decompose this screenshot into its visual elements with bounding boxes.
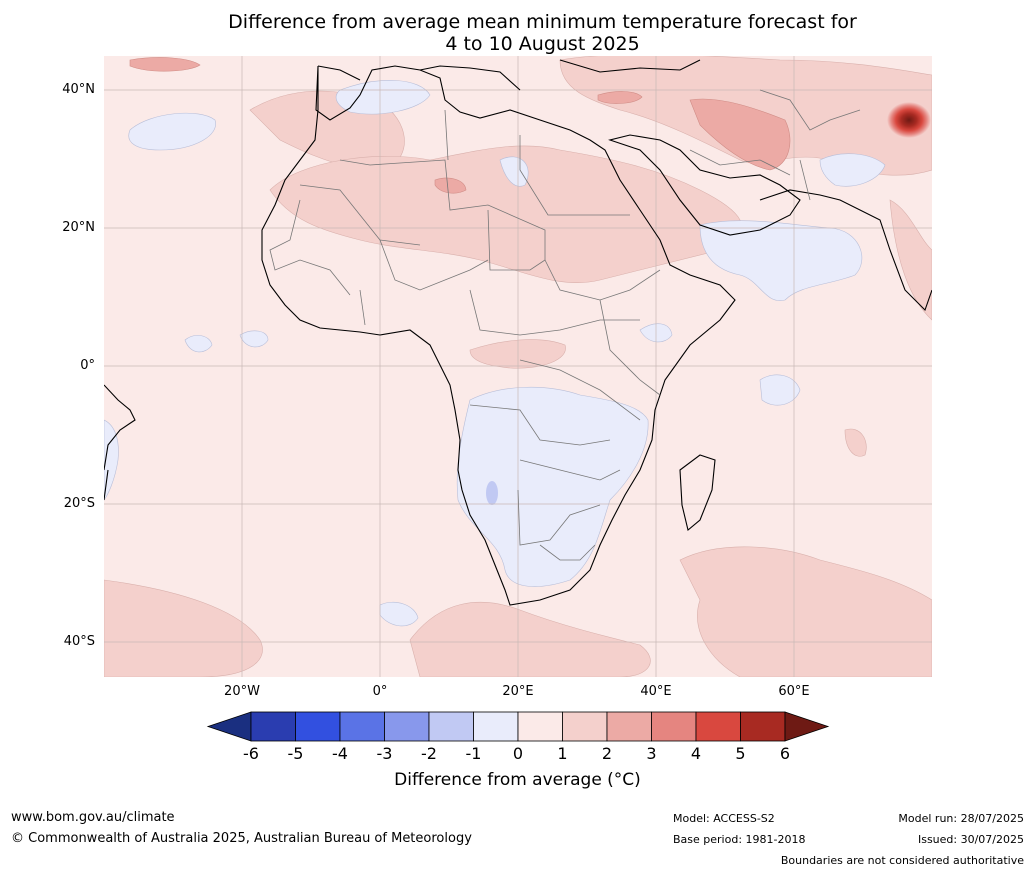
colorbar-segment xyxy=(473,711,519,742)
coastlines xyxy=(104,59,932,606)
graticule xyxy=(104,56,932,677)
hotspot-anomaly xyxy=(887,102,931,138)
colorbar-tick: 6 xyxy=(779,744,791,763)
cool-anomaly-areas xyxy=(104,80,886,627)
colorbar-segment xyxy=(428,711,474,742)
lon-label-60e: 60°E xyxy=(778,684,810,699)
map-title-line2: 4 to 10 August 2025 xyxy=(445,33,640,55)
colorbar-tick: 0 xyxy=(512,744,524,763)
colorbar-extend-high xyxy=(784,711,830,742)
colorbar-segment xyxy=(384,711,430,742)
colorbar-segment xyxy=(651,711,697,742)
colorbar-tick: 4 xyxy=(690,744,702,763)
colorbar-segment xyxy=(562,711,608,742)
colorbar-tick: -4 xyxy=(332,744,348,763)
model-name: Model: ACCESS-S2 xyxy=(673,812,775,825)
colorbar-segment xyxy=(740,711,786,742)
website-link[interactable]: www.bom.gov.au/climate xyxy=(11,810,175,825)
colorbar-segment xyxy=(695,711,741,742)
colorbar-tick: -6 xyxy=(243,744,259,763)
lat-label-20s: 20°S xyxy=(63,496,95,511)
colorbar-segment xyxy=(339,711,385,742)
issued-date: Issued: 30/07/2025 xyxy=(917,833,1024,846)
cool-anomaly-core xyxy=(486,481,498,505)
lat-label-0: 0° xyxy=(80,358,95,373)
model-run: Model run: 28/07/2025 xyxy=(898,812,1024,825)
colorbar-label: Difference from average (°C) xyxy=(394,770,641,790)
colorbar-segment xyxy=(517,711,563,742)
disclaimer: Boundaries are not considered authoritat… xyxy=(780,854,1024,867)
colorbar-extend-low xyxy=(206,711,252,742)
colorbar-tick: -3 xyxy=(376,744,393,763)
colorbar-tick: -1 xyxy=(465,744,482,763)
colorbar-tick: -5 xyxy=(287,744,304,763)
colorbar-tick: 5 xyxy=(735,744,746,763)
map-field xyxy=(104,56,932,677)
colorbar-tick: 1 xyxy=(557,744,568,763)
colorbar-tick: 3 xyxy=(646,744,657,763)
base-period: Base period: 1981-2018 xyxy=(673,833,806,846)
colorbar-segment xyxy=(295,711,341,742)
colorbar-tick: 2 xyxy=(601,744,613,763)
colorbar-tick: -2 xyxy=(421,744,437,763)
map-title-line1: Difference from average mean minimum tem… xyxy=(228,11,857,33)
colorbar xyxy=(206,711,830,742)
colorbar-segment xyxy=(250,711,296,742)
colorbar-segment xyxy=(606,711,652,742)
lat-label-40n: 40°N xyxy=(62,82,95,97)
country-borders xyxy=(269,89,861,561)
lon-label-20w: 20°W xyxy=(224,684,260,699)
lon-label-0: 0° xyxy=(372,684,388,699)
lat-label-20n: 20°N xyxy=(62,220,95,235)
copyright-text: © Commonwealth of Australia 2025, Austra… xyxy=(11,831,472,846)
lon-label-40e: 40°E xyxy=(640,684,672,699)
strong-warm-areas xyxy=(129,57,791,194)
lat-label-40s: 40°S xyxy=(63,634,95,649)
lon-label-20e: 20°E xyxy=(502,684,534,699)
